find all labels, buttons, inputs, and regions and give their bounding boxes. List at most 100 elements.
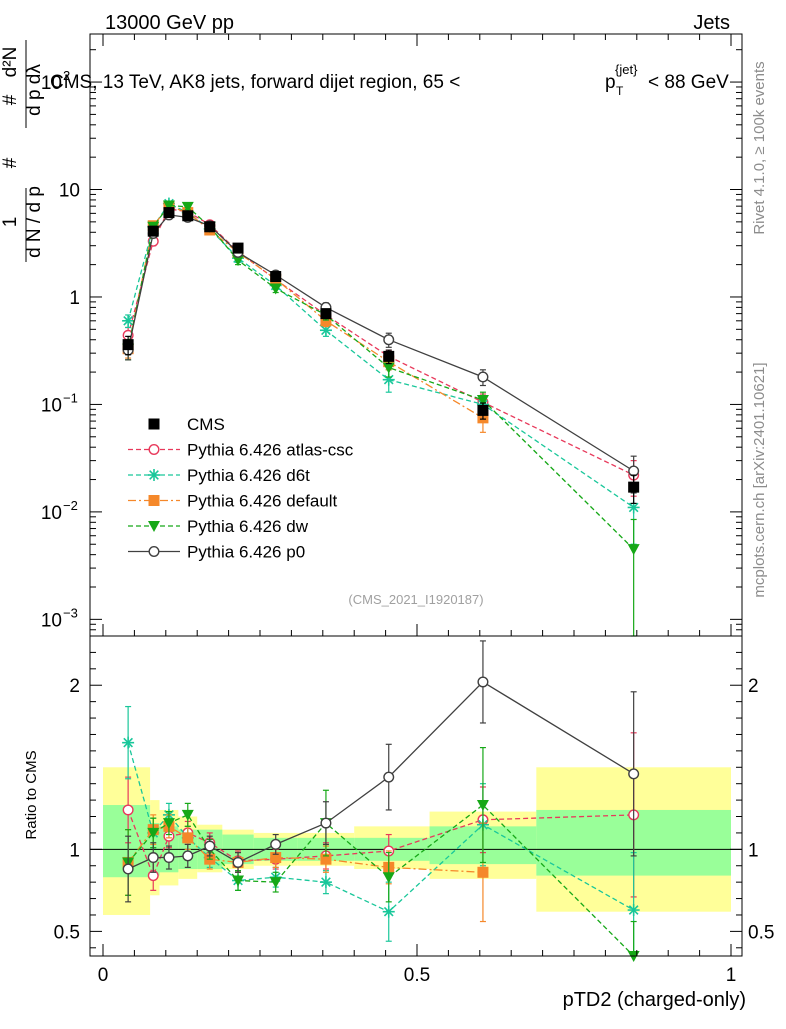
main-y-tick-label: 10 −1 (41, 390, 78, 416)
y-label-one: 1 (0, 217, 21, 228)
main-point-dw (476, 394, 489, 406)
main-point-CMS (163, 207, 175, 219)
ratio-point-dw (382, 872, 395, 884)
legend-item-CMS: CMS (148, 415, 225, 434)
legend-marker-dw (148, 521, 160, 532)
main-y-tick-exponent: −3 (63, 605, 78, 620)
ratio-y-tick-label: 0.5 (54, 922, 80, 943)
ratio-y-axis-label: Ratio to CMS (23, 750, 40, 839)
legend-item-p0: Pythia 6.426 p0 (128, 543, 305, 562)
legend-marker-default (148, 495, 160, 506)
ratio-point-p0 (232, 856, 244, 868)
legend-marker-CMS (148, 418, 160, 430)
legend-label: Pythia 6.426 p0 (187, 543, 305, 562)
ratio-point-p0 (147, 852, 159, 864)
main-point-CMS (122, 339, 134, 351)
main-y-tick-exponent: −2 (63, 498, 78, 513)
ratio-point-p0 (182, 850, 194, 862)
main-point-p0 (383, 334, 395, 346)
main-title-tail: < 88 GeV (648, 72, 729, 93)
ratio-point-dw (181, 809, 194, 821)
main-point-dw (181, 201, 194, 213)
main-point-dw (627, 544, 640, 556)
ratio-series-p0 (122, 640, 640, 903)
main-point-CMS (270, 271, 282, 283)
y-label-denominator-b: d p dλ (24, 64, 45, 116)
ratio-y-tick-label-right: 0.5 (748, 922, 774, 943)
main-title-text: CMS, 13 TeV, AK8 jets, forward dijet reg… (50, 72, 460, 93)
ratio-y-tick-label-right: 1 (748, 840, 759, 861)
legend-item-atlas-csc: Pythia 6.426 atlas-csc (128, 441, 354, 460)
ratio-point-p0 (320, 817, 332, 829)
x-tick-label: 0 (98, 965, 109, 986)
main-point-dw (382, 362, 395, 374)
main-y-tick-label: 1 (69, 288, 80, 309)
ratio-point-d6t (382, 905, 395, 918)
header-energy: 13000 GeV pp (105, 12, 234, 34)
ratio-y-tick-label: 1 (69, 840, 80, 861)
ratio-point-d6t (627, 904, 640, 917)
main-point-CMS (320, 308, 332, 320)
ratio-point-atlas-csc (122, 804, 134, 816)
main-y-tick-label: 10 −3 (41, 605, 78, 631)
main-point-d6t (319, 324, 332, 337)
main-series-default (122, 200, 489, 433)
x-tick-label: 1 (726, 965, 737, 986)
legend-item-d6t: Pythia 6.426 d6t (128, 466, 310, 485)
ratio-point-dw (232, 875, 245, 887)
ratio-point-dw (269, 877, 282, 889)
ratio-y-tick-label: 2 (69, 676, 80, 697)
y-label-hash-1: # (0, 157, 21, 168)
main-y-tick-mantissa: 10 (59, 181, 80, 202)
main-point-CMS (383, 350, 395, 362)
ratio-point-p0 (204, 840, 216, 852)
header-process: Jets (693, 12, 730, 34)
ratio-point-p0 (122, 863, 134, 875)
main-point-dw (232, 255, 245, 267)
ratio-point-d6t (319, 876, 332, 889)
main-y-tick-mantissa: 10 (41, 73, 62, 94)
main-y-tick-exponent: −1 (63, 390, 78, 405)
ratio-line-atlas-csc (127, 809, 634, 878)
ratio-point-p0 (163, 852, 175, 864)
ratio-point-default (320, 853, 332, 865)
x-tick-label: 0.5 (404, 965, 430, 986)
rivet-label: Rivet 4.1.0, ≥ 100k events (751, 61, 768, 234)
main-title-jet: {jet} (615, 62, 638, 77)
main-y-tick-mantissa: 10 (41, 395, 62, 416)
ratio-point-d6t (122, 736, 135, 749)
main-y-axis-label: # 1 d N / d p # d²N d p dλ (0, 40, 45, 262)
legend-marker-atlas-csc (148, 444, 160, 456)
main-series-layer (122, 197, 640, 637)
main-line-atlas-csc (127, 208, 634, 476)
main-y-tick-mantissa: 1 (69, 288, 80, 309)
ratio-point-dw (476, 800, 489, 812)
y-label-denominator-a: d N / d p (24, 186, 45, 258)
main-point-CMS (232, 242, 244, 254)
y-label-hash-2: # (0, 94, 21, 105)
main-point-CMS (204, 221, 216, 233)
legend-item-default: Pythia 6.426 default (128, 492, 338, 511)
ratio-point-default (270, 852, 282, 864)
y-label-numerator: d²N (0, 47, 21, 78)
ratio-series-layer (122, 640, 640, 962)
ratio-point-default (182, 832, 194, 844)
analysis-watermark: (CMS_2021_I1920187) (348, 592, 483, 607)
main-y-tick-mantissa: 10 (41, 503, 62, 524)
main-y-tick-label: 10 2 (41, 68, 70, 94)
ratio-point-p0 (477, 676, 489, 688)
main-point-CMS (477, 404, 489, 416)
ratio-point-dw (162, 818, 175, 830)
main-point-d6t (122, 314, 135, 327)
main-y-tick-mantissa: 10 (41, 610, 62, 631)
main-point-p0 (628, 465, 640, 477)
legend-label: Pythia 6.426 default (187, 492, 338, 511)
main-point-CMS (628, 481, 640, 493)
main-y-tick-label: 10 −2 (41, 498, 78, 524)
main-line-d6t (127, 202, 635, 508)
main-point-CMS (147, 225, 159, 237)
ratio-point-dw (147, 827, 160, 839)
main-title-p: p (605, 72, 616, 93)
